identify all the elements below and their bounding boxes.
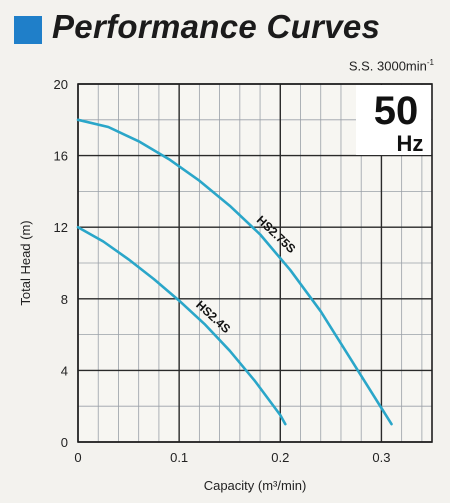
- x-tick-label: 0.3: [372, 450, 390, 465]
- series-line-hs2-75s: [76, 118, 393, 426]
- y-tick-label: 16: [54, 149, 68, 164]
- page-title: Performance Curves: [52, 8, 381, 45]
- frequency-badge: [356, 85, 431, 155]
- y-tick-label: 0: [61, 435, 68, 450]
- speed-exponent: -1: [426, 58, 434, 67]
- x-tick-label: 0.2: [271, 450, 289, 465]
- title-square-icon: [14, 16, 42, 44]
- frequency-unit: Hz: [397, 131, 424, 156]
- x-tick-label: 0: [74, 450, 81, 465]
- series-line-hs2-4s: [76, 225, 287, 426]
- y-tick-label: 8: [61, 292, 68, 307]
- speed-text: S.S. 3000min: [348, 58, 427, 74]
- speed-rating: S.S. 3000min-1: [349, 58, 434, 73]
- y-tick-label: 4: [61, 363, 68, 378]
- x-tick-label: 0.1: [170, 450, 188, 465]
- x-axis-label: Capacity (m³/min): [204, 478, 307, 493]
- plot-frame: [77, 83, 433, 443]
- y-axis-label: Total Head (m): [18, 220, 33, 305]
- y-tick-label: 12: [54, 220, 68, 235]
- frequency-value: 50: [374, 89, 419, 133]
- y-tick-label: 20: [54, 77, 68, 92]
